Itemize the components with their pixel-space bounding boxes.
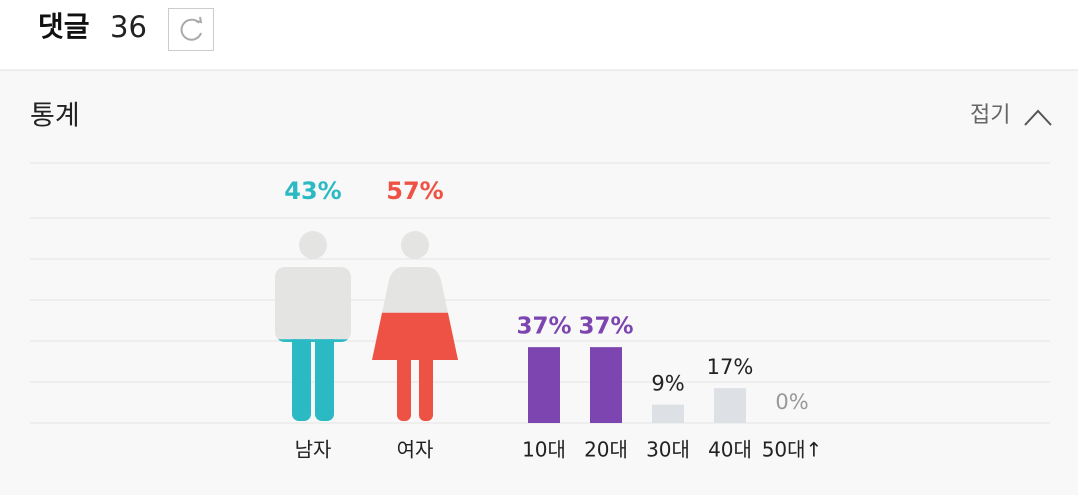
figure-part [292, 339, 311, 421]
figure-fill [372, 312, 458, 421]
figure-part [315, 339, 334, 421]
value-label: 57% [386, 177, 443, 205]
figure-part [397, 350, 411, 421]
bar [590, 347, 622, 423]
category-label: 50대↑ [762, 438, 823, 462]
category-label: 20대 [584, 438, 628, 462]
toggle-label[interactable]: 접기 [970, 103, 1010, 128]
value-label: 37% [578, 314, 633, 340]
value-label: 37% [516, 314, 571, 340]
category-label: 여자 [397, 438, 434, 462]
category-label: 40대 [708, 438, 752, 462]
refresh-box[interactable] [168, 8, 214, 51]
category-label: 10대 [522, 438, 566, 462]
toggle[interactable]: 접기 [970, 103, 1052, 128]
refresh-button[interactable] [168, 8, 214, 51]
chevron-up[interactable] [1024, 109, 1052, 126]
refresh-icon[interactable] [180, 18, 202, 41]
stats-panel [0, 70, 1078, 495]
value-label: 17% [707, 355, 754, 379]
category-label: 남자 [295, 438, 332, 462]
value-label: 0% [775, 390, 808, 414]
category-label: 30대 [646, 438, 690, 462]
comments-count: 36 [110, 10, 147, 44]
comments-title: 댓글 [38, 10, 90, 43]
figure-part [419, 350, 433, 421]
figure-part [372, 312, 458, 360]
value-label: 43% [284, 177, 341, 205]
bar [714, 388, 746, 423]
figure-part [401, 231, 429, 259]
bar [528, 347, 560, 423]
stats-title: 통계 [30, 101, 80, 132]
bar [652, 404, 684, 423]
figure-part [299, 231, 327, 259]
figure-part [275, 267, 351, 342]
refresh-arrow[interactable] [195, 16, 203, 24]
figure-fill [278, 339, 348, 421]
value-label: 9% [651, 372, 684, 396]
